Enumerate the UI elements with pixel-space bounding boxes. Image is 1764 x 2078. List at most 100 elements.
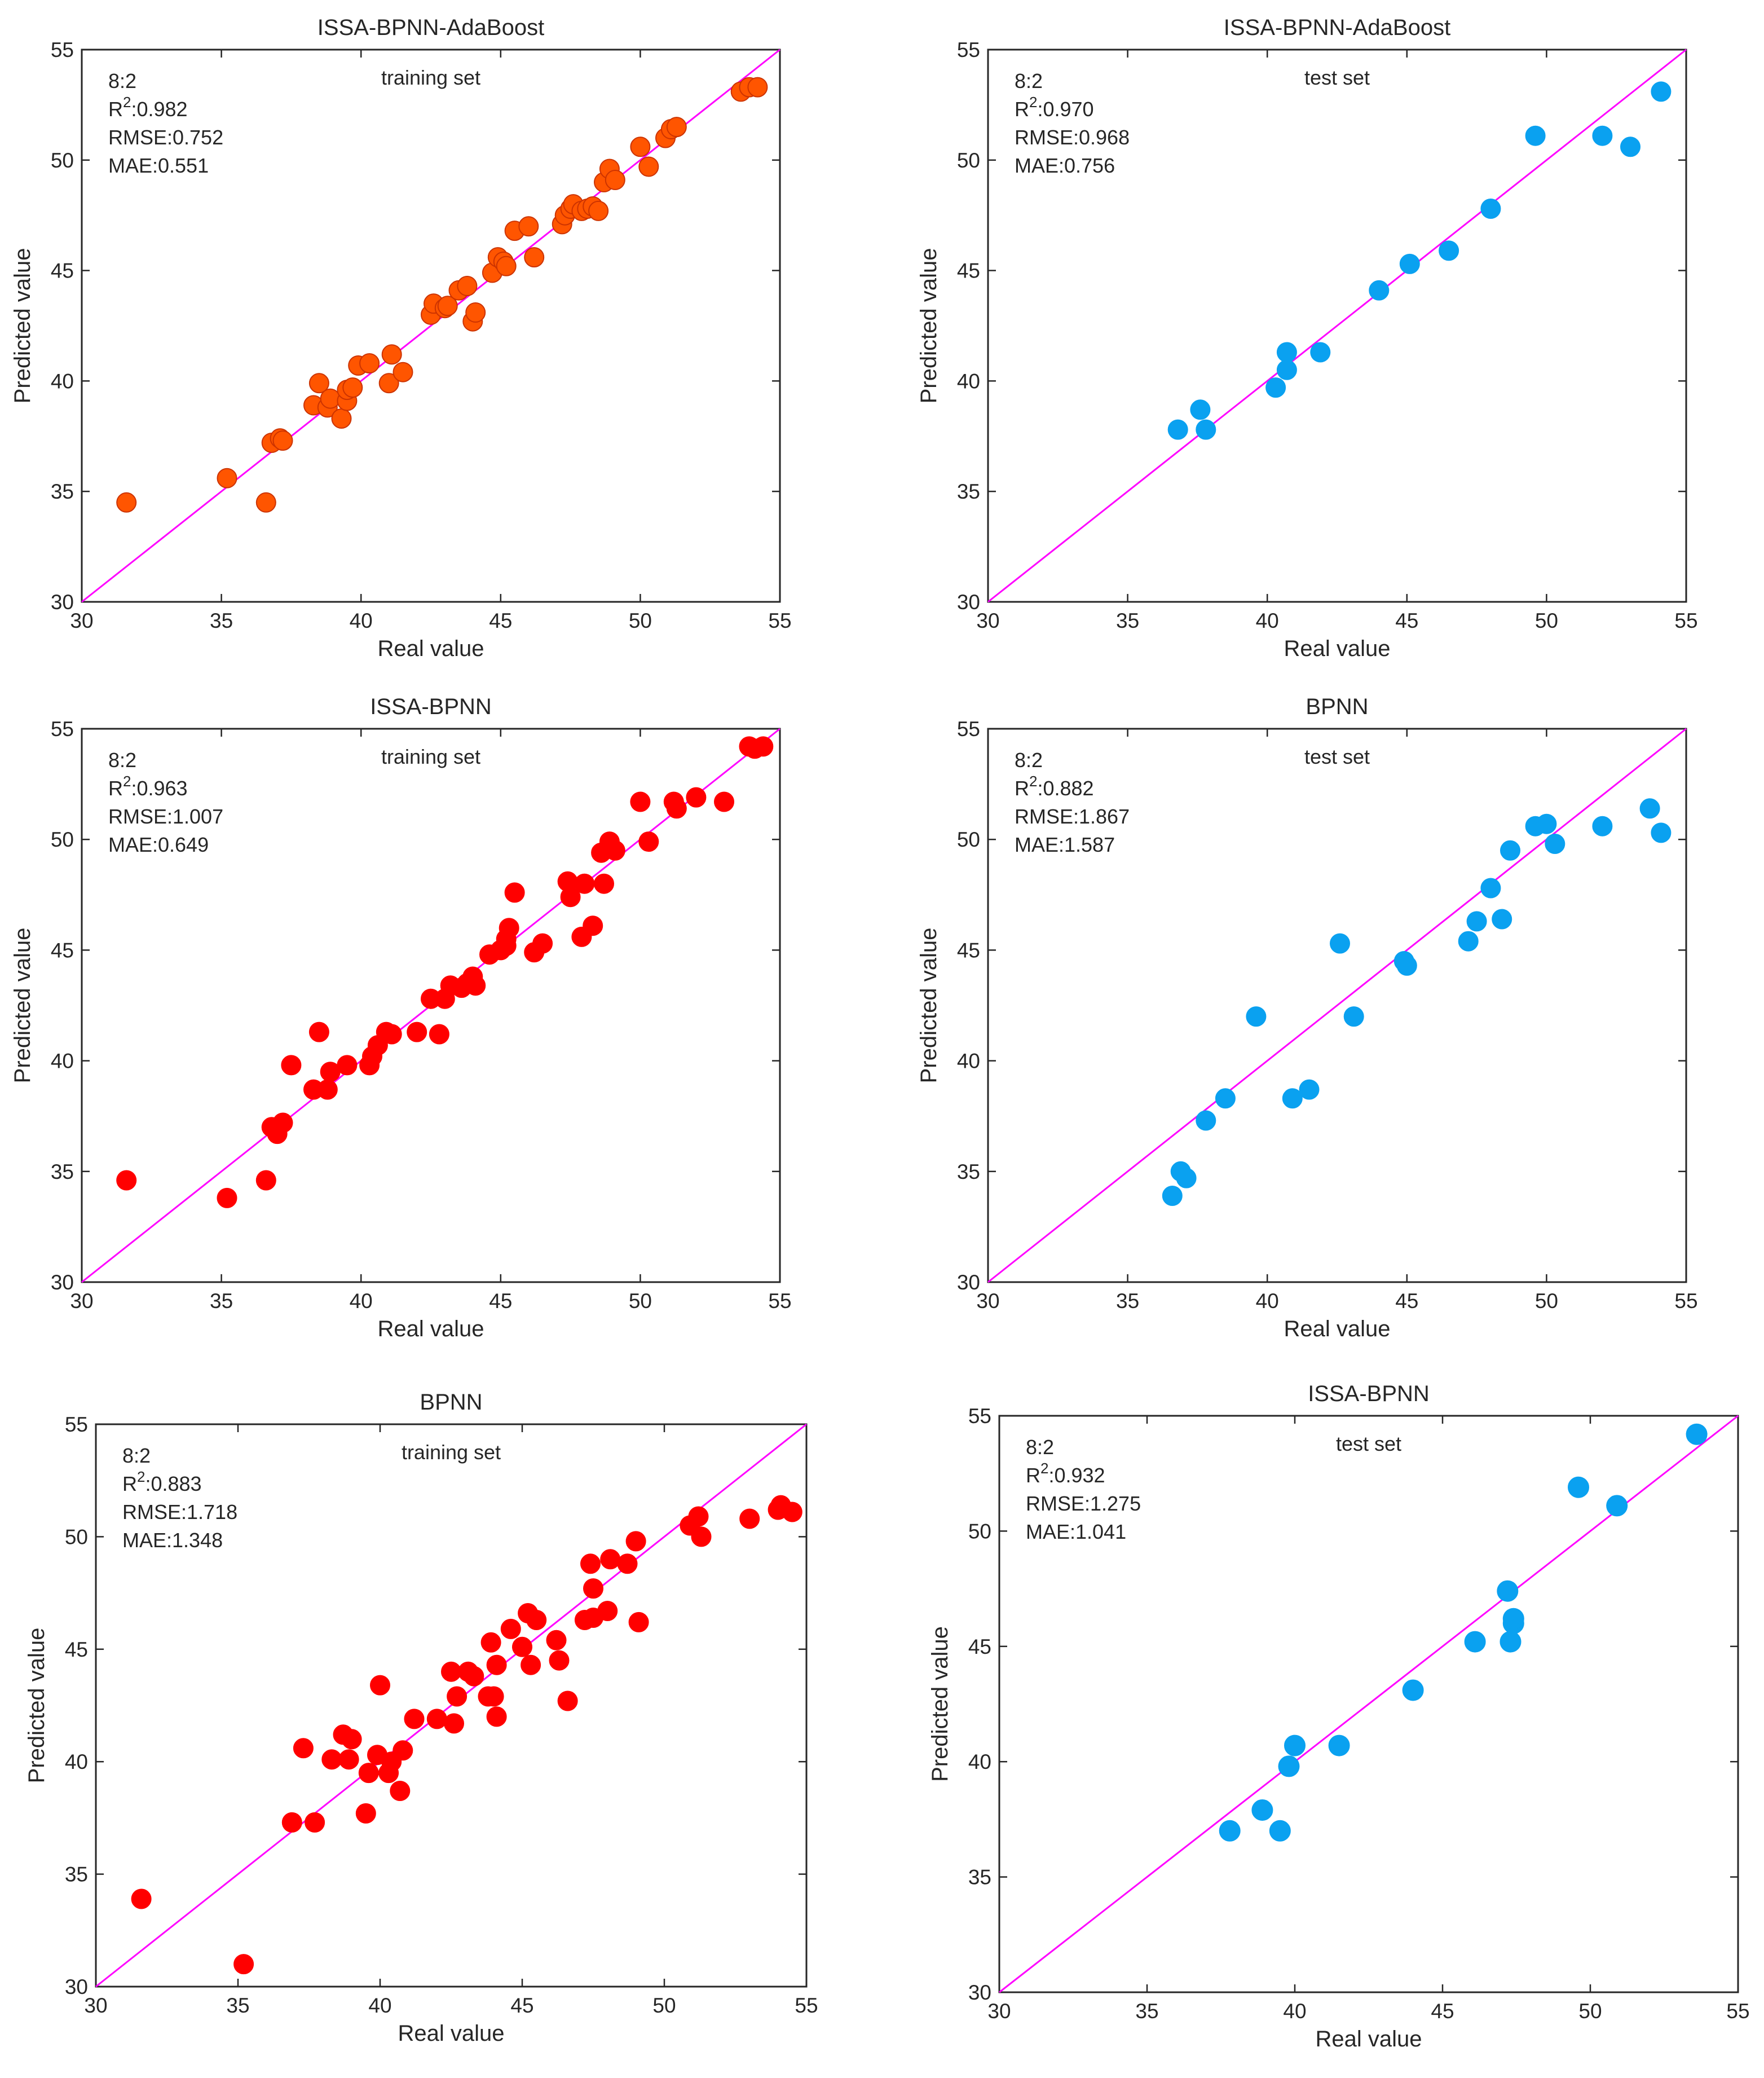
data-point <box>739 1508 760 1529</box>
y-tick-label: 30 <box>51 1271 74 1294</box>
data-point <box>753 736 774 757</box>
chart-title: ISSA-BPNN-AdaBoost <box>1224 15 1450 40</box>
data-point <box>1176 1168 1197 1188</box>
y-tick-label: 50 <box>957 149 980 172</box>
data-point <box>1246 1006 1267 1027</box>
data-point <box>342 377 363 398</box>
data-point <box>557 1690 578 1711</box>
data-point <box>338 1749 359 1770</box>
data-point <box>355 1803 376 1824</box>
data-point <box>1162 1186 1183 1206</box>
data-point <box>546 1630 567 1650</box>
data-point <box>116 1170 137 1191</box>
split-ratio: 8:2 <box>108 69 136 93</box>
data-point <box>1500 840 1520 861</box>
x-axis-label: Real value <box>377 1317 484 1341</box>
data-point <box>381 1024 402 1045</box>
data-point <box>1480 199 1501 219</box>
x-tick-label: 40 <box>1256 1289 1279 1313</box>
y-tick-label: 45 <box>51 939 74 962</box>
y-tick-label: 35 <box>65 1863 88 1886</box>
data-point <box>426 1709 447 1729</box>
data-point <box>1568 1476 1589 1498</box>
data-point <box>486 1706 507 1727</box>
r-squared: R2:0.932 <box>1026 1460 1105 1487</box>
x-tick-label: 40 <box>368 1994 391 2017</box>
data-point <box>518 216 539 237</box>
y-tick-label: 35 <box>51 480 74 503</box>
y-tick-label: 45 <box>968 1635 991 1658</box>
x-tick-label: 55 <box>1726 2000 1749 2023</box>
data-point <box>465 975 486 996</box>
split-ratio: 8:2 <box>1015 749 1043 772</box>
data-point <box>320 388 341 409</box>
data-point <box>1215 1088 1236 1109</box>
data-point <box>1497 1580 1519 1602</box>
chart-title: ISSA-BPNN <box>370 694 492 719</box>
x-tick-label: 40 <box>1283 2000 1306 2023</box>
rmse-value: RMSE:0.968 <box>1015 126 1130 149</box>
y-tick-label: 40 <box>968 1750 991 1773</box>
rmse-value: RMSE:1.718 <box>122 1500 237 1524</box>
data-point <box>1282 1088 1303 1109</box>
x-axis-label: Real value <box>1315 2027 1422 2051</box>
data-point <box>625 1531 646 1552</box>
data-point <box>504 882 525 903</box>
y-axis-label: Predicted value <box>10 248 35 404</box>
data-point <box>281 1812 302 1833</box>
data-point <box>666 117 687 138</box>
y-tick-label: 35 <box>968 1866 991 1889</box>
y-tick-label: 55 <box>65 1413 88 1436</box>
y-axis-label: Predicted value <box>10 928 35 1084</box>
x-axis-label: Real value <box>1284 636 1390 661</box>
data-point <box>1536 813 1557 834</box>
data-point <box>233 1954 254 1975</box>
data-point <box>464 1666 484 1687</box>
data-point <box>600 1549 621 1570</box>
split-ratio: 8:2 <box>1015 69 1043 93</box>
rmse-value: RMSE:1.007 <box>108 805 223 828</box>
subset-label: training set <box>381 745 480 768</box>
data-point <box>1190 399 1211 420</box>
data-point <box>574 873 595 894</box>
data-point <box>512 1636 532 1657</box>
data-point <box>630 137 651 157</box>
data-point <box>447 1686 468 1707</box>
r-squared: R2:0.963 <box>108 773 188 800</box>
data-point <box>255 492 276 513</box>
y-tick-label: 30 <box>968 1981 991 2004</box>
data-point <box>1328 1734 1350 1756</box>
x-tick-label: 50 <box>1578 2000 1602 2023</box>
y-tick-label: 30 <box>51 591 74 614</box>
data-point <box>378 373 399 394</box>
x-tick-label: 50 <box>629 609 652 632</box>
data-point <box>666 798 687 819</box>
x-tick-label: 50 <box>652 1994 676 2017</box>
data-point <box>714 791 734 812</box>
y-axis-label: Predicted value <box>928 1626 952 1782</box>
data-point <box>1466 911 1487 932</box>
data-point <box>1500 1631 1522 1653</box>
chart-title: BPNN <box>1306 694 1368 719</box>
y-tick-label: 35 <box>957 1160 980 1183</box>
data-point <box>321 1749 342 1770</box>
data-point <box>337 1055 358 1076</box>
data-point <box>317 1079 338 1100</box>
data-point <box>465 302 486 323</box>
y-tick-label: 40 <box>957 369 980 393</box>
data-point <box>1651 822 1672 843</box>
split-ratio: 8:2 <box>108 749 136 772</box>
x-tick-label: 35 <box>226 1994 249 2017</box>
y-tick-label: 55 <box>51 717 74 741</box>
x-tick-label: 35 <box>210 609 233 632</box>
data-point <box>358 1763 379 1784</box>
data-point <box>393 362 413 382</box>
data-point <box>217 468 237 488</box>
mae-value: MAE:0.649 <box>108 833 209 856</box>
subset-label: training set <box>381 66 480 89</box>
x-tick-label: 50 <box>1535 609 1558 632</box>
y-tick-label: 35 <box>957 480 980 503</box>
data-point <box>381 344 402 365</box>
